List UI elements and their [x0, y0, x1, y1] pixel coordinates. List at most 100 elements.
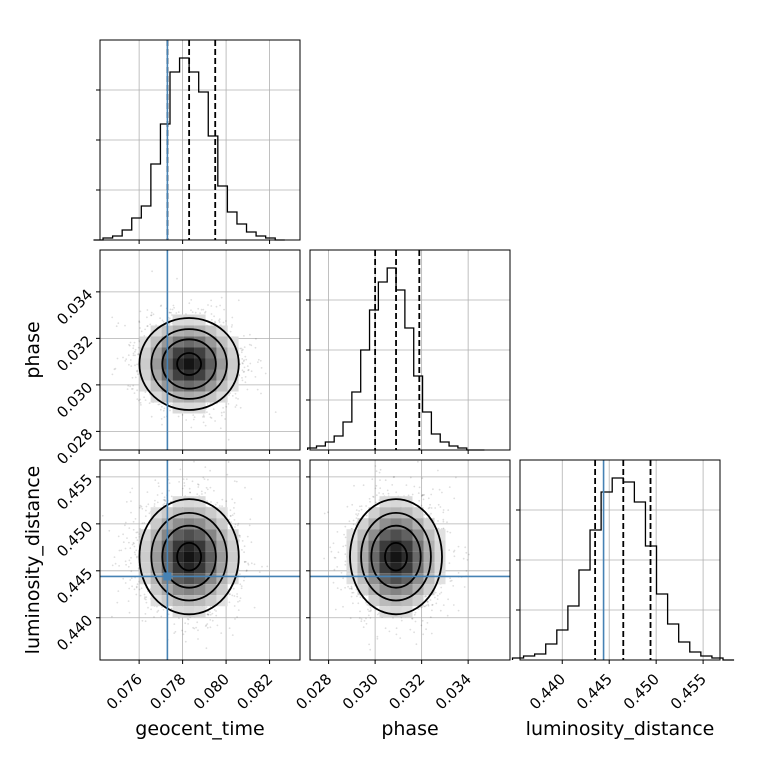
sample-point: [365, 505, 367, 507]
sample-point: [138, 506, 141, 509]
sample-point: [452, 604, 455, 606]
density-cell: [379, 507, 391, 519]
density-cell: [150, 325, 162, 337]
sample-point: [247, 369, 250, 372]
sample-point: [351, 588, 353, 590]
sample-point: [158, 403, 161, 406]
sample-point: [220, 296, 223, 299]
sample-point: [209, 486, 212, 489]
sample-point: [453, 497, 456, 500]
sample-point: [413, 485, 416, 488]
sample-point: [241, 540, 244, 542]
xlabel-luminosity-distance: luminosity_distance: [526, 718, 715, 740]
sample-point: [434, 507, 437, 509]
sample-point: [210, 313, 213, 315]
sample-point: [225, 500, 228, 503]
sample-point: [347, 585, 349, 588]
density-cell: [205, 562, 217, 574]
density-cell: [183, 380, 195, 392]
density-cell: [205, 380, 217, 392]
sample-point: [384, 627, 387, 630]
sample-point: [340, 588, 342, 591]
density-cell: [205, 573, 217, 585]
sample-point: [135, 556, 138, 559]
sample-point: [129, 562, 132, 565]
sample-point: [168, 317, 171, 320]
sample-point: [440, 591, 443, 594]
sample-point: [136, 353, 139, 356]
density-cell: [194, 507, 206, 519]
sample-point: [188, 487, 191, 490]
sample-point: [229, 526, 232, 529]
sample-point: [442, 527, 445, 530]
sample-point: [237, 600, 239, 603]
sample-point: [143, 335, 146, 337]
sample-point: [170, 608, 173, 610]
sample-point: [182, 478, 185, 480]
density-cell: [139, 551, 151, 563]
sample-point: [231, 594, 234, 597]
sample-point: [168, 319, 170, 321]
sample-point: [125, 358, 128, 361]
density-cell: [194, 595, 206, 607]
sample-point: [128, 343, 130, 346]
sample-point: [353, 484, 355, 487]
sample-point: [425, 595, 427, 598]
density-cell: [401, 562, 413, 574]
sample-point: [136, 539, 139, 541]
sample-point: [148, 402, 151, 405]
density-cell: [412, 573, 424, 585]
sample-point: [141, 507, 144, 510]
contour-3: [349, 498, 443, 616]
density-cell: [183, 606, 195, 618]
density-cell: [194, 358, 206, 370]
sample-point: [332, 542, 335, 545]
sample-point: [207, 478, 209, 481]
density-cell: [205, 347, 217, 359]
sample-point: [238, 354, 241, 356]
sample-point: [420, 495, 423, 497]
density-cell: [412, 551, 424, 563]
density-cell: [183, 314, 195, 326]
sample-point: [442, 518, 445, 521]
sample-point: [427, 507, 430, 510]
sample-point: [161, 405, 163, 408]
sample-point: [129, 491, 132, 494]
sample-point: [239, 406, 242, 409]
density-cell: [183, 391, 195, 403]
xtick-label-phase-1: 0.030: [339, 670, 382, 713]
sample-point: [367, 608, 369, 611]
density-cell: [216, 584, 228, 596]
sample-point: [369, 610, 372, 613]
sample-point: [237, 299, 240, 302]
sample-point: [136, 369, 139, 372]
density-cell: [194, 347, 206, 359]
sample-point: [441, 491, 443, 494]
sample-point: [236, 616, 239, 618]
sample-point: [368, 610, 370, 612]
sample-point: [206, 488, 209, 491]
density-cell: [150, 518, 162, 530]
sample-point: [243, 335, 245, 337]
sample-point: [200, 490, 203, 493]
sample-point: [130, 500, 132, 503]
sample-point: [116, 601, 119, 604]
density-cell: [194, 562, 206, 574]
sample-point: [242, 371, 245, 373]
sample-point: [260, 367, 263, 369]
sample-point: [376, 613, 379, 616]
density-cell: [390, 496, 402, 508]
xlabel-phase: phase: [381, 718, 438, 740]
sample-point: [188, 302, 191, 305]
density-cell: [183, 496, 195, 508]
density-cell: [368, 529, 380, 541]
sample-point: [411, 493, 414, 496]
sample-point: [133, 588, 136, 591]
density-cell: [346, 562, 358, 574]
sample-point: [204, 625, 207, 627]
sample-point: [371, 478, 374, 481]
sample-point: [130, 570, 133, 573]
contour-2: [150, 328, 228, 400]
sample-point: [163, 407, 166, 410]
sample-point: [453, 549, 456, 552]
